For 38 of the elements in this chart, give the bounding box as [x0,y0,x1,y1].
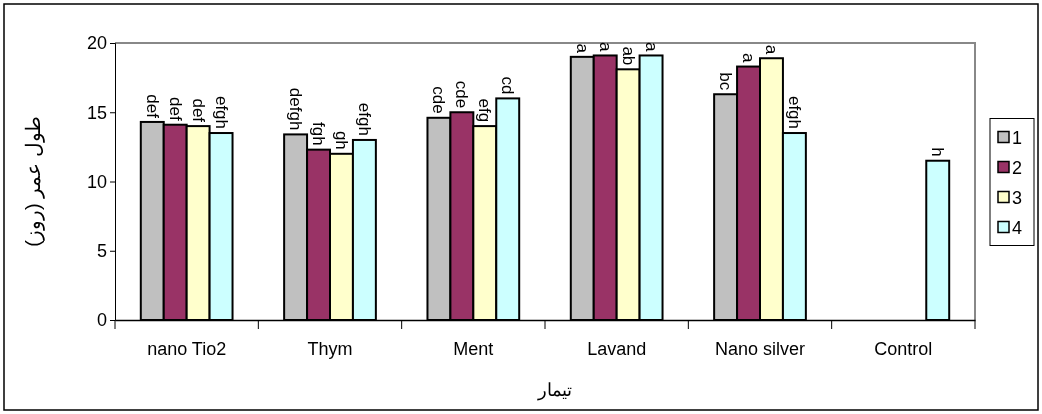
data-label: fgh [309,122,329,146]
y-tick-label: 15 [86,102,107,123]
data-label: def [142,94,162,119]
x-tick-label: Ment [453,338,494,359]
data-label: def [188,98,208,123]
data-label: efgh [211,95,231,130]
y-axis-title: طول عمر (روز) [22,116,45,247]
data-label: a [572,43,592,54]
legend-label: 2 [1012,157,1023,178]
y-tick-label: 10 [86,171,107,192]
data-label: efg [475,98,495,123]
y-tick-label: 5 [96,241,107,262]
data-label: a [595,42,615,52]
data-label: def [165,97,185,121]
legend-label: 3 [1012,187,1023,208]
x-tick-label: Control [874,338,933,359]
data-label: cd [498,76,518,95]
y-tick-label: 0 [96,310,107,331]
data-label: efgh [354,102,374,136]
x-tick-label: Nano silver [714,338,806,359]
data-label: a [641,42,661,52]
legend-label: 4 [1012,217,1023,238]
data-label: cde [429,86,449,114]
x-tick-label: nano Tio2 [147,338,227,359]
data-label: h [928,147,948,157]
x-tick-label: Thym [307,338,353,359]
data-label: a [761,44,781,55]
x-axis-title: تيمار [537,380,572,401]
data-label: ab [618,46,638,66]
data-label: gh [331,130,351,150]
legend-label: 1 [1012,127,1023,148]
x-tick-label: Lavand [587,338,647,359]
data-label: defgh [286,87,306,131]
y-tick-label: 20 [86,33,107,54]
data-label: bc [716,72,736,91]
data-label: efgh [784,95,804,130]
data-label: a [739,53,759,64]
data-label: cde [452,80,472,109]
